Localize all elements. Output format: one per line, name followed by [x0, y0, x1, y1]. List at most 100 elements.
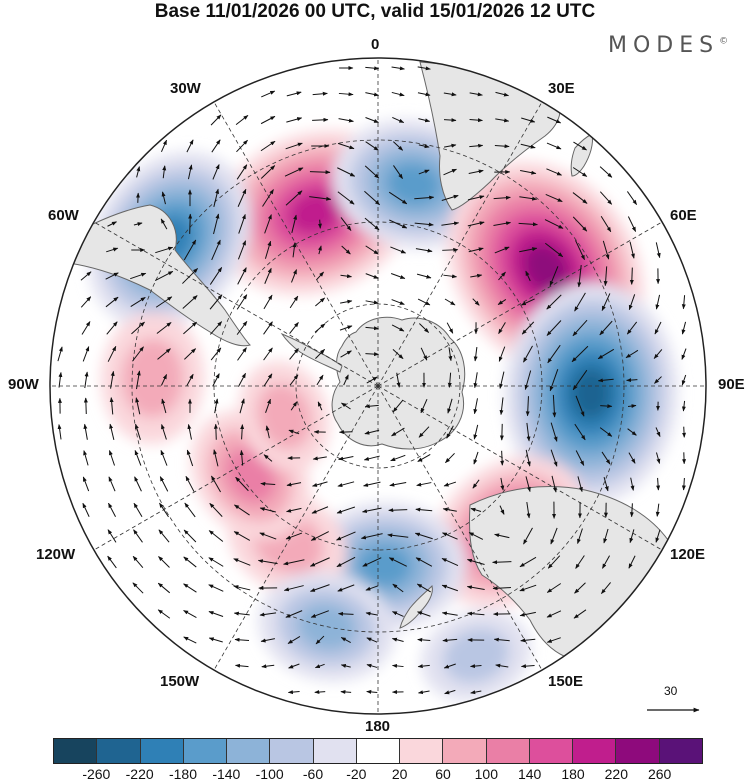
wind-vector	[80, 271, 92, 281]
wind-vector	[470, 507, 482, 512]
wind-vector	[337, 584, 355, 592]
wind-vector	[237, 347, 247, 361]
wind-vector	[597, 378, 614, 383]
wind-vector	[442, 507, 457, 512]
wind-vector	[162, 165, 167, 179]
colorbar-tick-label: -180	[168, 766, 198, 782]
wind-vector	[365, 585, 379, 591]
logo-mark: ©	[719, 36, 729, 47]
wind-vector	[84, 371, 89, 389]
wind-vector	[312, 91, 328, 96]
wind-vector	[574, 423, 586, 441]
wind-vector	[390, 454, 406, 462]
wind-vector	[418, 169, 430, 175]
wind-vector	[492, 560, 512, 565]
wind-vector	[107, 221, 117, 227]
wind-vector	[392, 611, 404, 617]
wind-vector	[418, 426, 430, 438]
wind-vector	[469, 143, 484, 148]
meridian-line	[377, 385, 543, 671]
wind-vector	[339, 325, 353, 331]
wind-vector	[547, 116, 562, 124]
wind-vector	[627, 428, 637, 436]
lon-label-60w: 60W	[48, 207, 79, 224]
wind-vector	[234, 504, 250, 516]
wind-vector	[340, 350, 352, 358]
colorbar-swatch	[659, 739, 702, 763]
wind-vector	[210, 347, 222, 361]
wind-vector	[655, 452, 661, 464]
wind-vector	[130, 296, 146, 308]
wind-vector	[213, 213, 220, 235]
wind-vector	[574, 292, 586, 312]
wind-vector	[546, 320, 562, 336]
wind-vector	[315, 349, 325, 359]
wind-vector	[602, 240, 610, 260]
wind-vector	[599, 320, 613, 336]
wind-vector	[108, 450, 116, 466]
anomaly-contour-fill	[523, 243, 569, 294]
wind-vector	[309, 170, 331, 175]
wind-vector	[236, 320, 248, 335]
wind-vector	[337, 191, 355, 205]
wind-vector	[317, 219, 322, 229]
wind-vector	[132, 555, 144, 569]
wind-vector	[159, 502, 169, 518]
wind-vector	[362, 507, 382, 513]
wind-vector	[549, 266, 559, 287]
wind-vector	[546, 294, 562, 310]
wind-vector	[444, 298, 456, 306]
wind-vector	[210, 114, 222, 126]
wind-vector	[182, 295, 198, 309]
wind-vector	[233, 531, 251, 541]
wind-vector	[417, 611, 431, 617]
wind-vector	[263, 294, 273, 310]
wind-vector	[468, 247, 484, 253]
wind-vector	[283, 559, 305, 566]
wind-vector	[417, 664, 430, 669]
wind-vector	[160, 374, 168, 386]
wind-vector	[577, 476, 583, 493]
wind-vector	[655, 529, 661, 543]
wind-vector	[362, 557, 382, 567]
wind-vector	[292, 242, 297, 258]
wind-vector	[337, 481, 355, 487]
wind-vector	[627, 216, 637, 232]
meridian-line	[93, 385, 379, 551]
wind-vector	[396, 372, 401, 388]
wind-vector	[417, 92, 431, 97]
wind-vector	[392, 399, 404, 413]
colorbar	[53, 738, 703, 764]
wind-vector	[236, 139, 248, 153]
wind-vector	[525, 270, 531, 282]
wind-vector	[82, 502, 90, 517]
wind-vector	[467, 195, 485, 201]
wind-vector	[337, 611, 354, 616]
wind-vector	[106, 247, 119, 253]
wind-vector	[212, 373, 220, 387]
colorbar-swatch	[443, 739, 487, 763]
wind-vector	[447, 398, 453, 414]
wind-vector	[681, 321, 687, 335]
colorbar-swatch	[616, 739, 660, 763]
wind-vector	[83, 450, 89, 466]
wind-vector	[446, 425, 454, 439]
lon-label-120w: 120W	[36, 546, 76, 563]
wind-vector	[161, 424, 167, 440]
wind-vector	[473, 372, 478, 389]
wind-vector	[108, 502, 116, 517]
wind-vector	[340, 217, 352, 231]
wind-vector	[316, 271, 324, 281]
wind-vector	[208, 637, 223, 643]
wind-vector	[468, 532, 484, 540]
wind-vector	[340, 299, 353, 304]
wind-vector	[284, 167, 304, 177]
meridian-line	[377, 221, 663, 387]
anomaly-contour-fill	[287, 190, 342, 236]
wind-vector	[235, 115, 249, 125]
wind-vector	[340, 689, 352, 694]
wind-vector	[602, 555, 610, 569]
wind-vector	[597, 348, 615, 360]
colorbar-tick-label: -140	[212, 766, 241, 782]
wind-vector	[364, 404, 379, 409]
